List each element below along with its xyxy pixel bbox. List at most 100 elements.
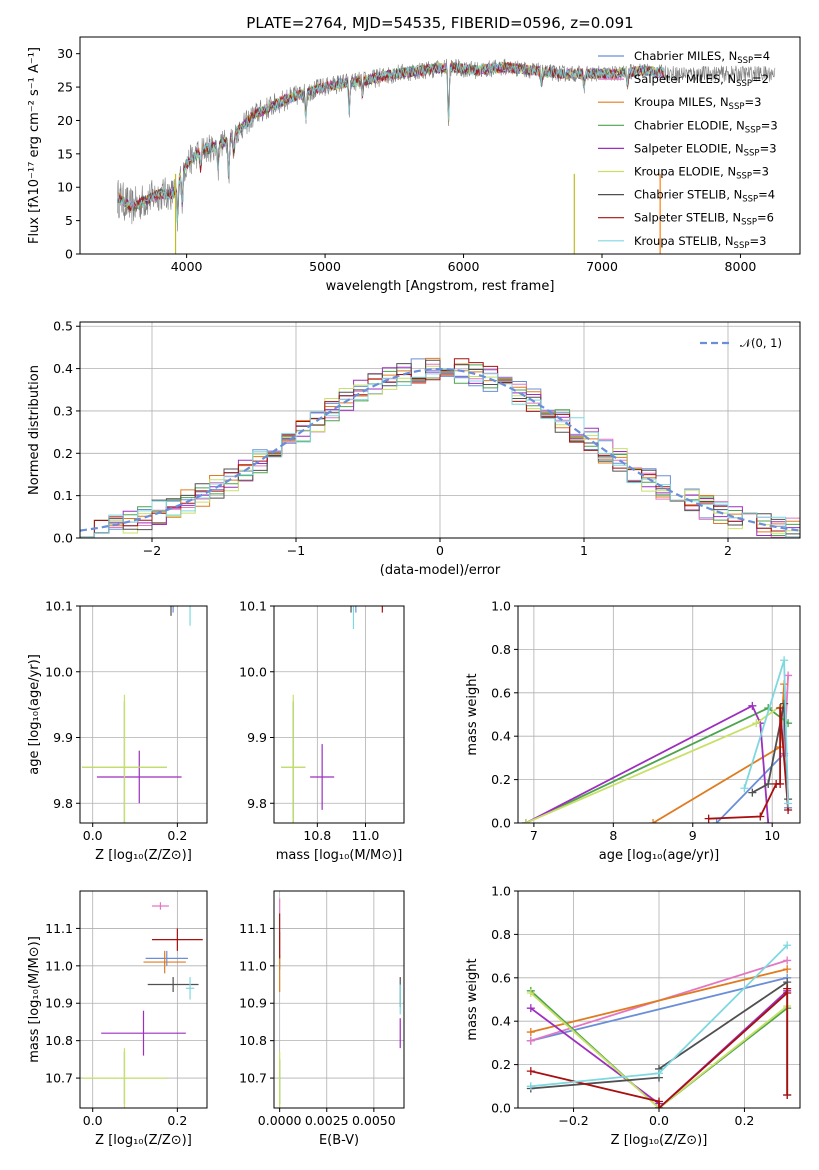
y-tick-label: 0.1 <box>53 488 73 503</box>
mass-weight-marker-1 <box>526 1036 535 1045</box>
mass-weight-marker-2 <box>783 965 792 974</box>
y-tick-label: 10.8 <box>239 1033 267 1048</box>
x-tick-label: 0 <box>436 543 444 558</box>
y-tick-label: 10.1 <box>239 599 267 614</box>
y-axis-label: mass [log₁₀(M/M⊙)] <box>27 936 42 1063</box>
figure-title: PLATE=2764, MJD=54535, FIBERID=0596, z=0… <box>246 14 633 32</box>
y-tick-label: 0.3 <box>53 403 73 418</box>
y-tick-label: 15 <box>57 146 73 161</box>
y-tick-label: 9.8 <box>247 796 267 811</box>
mass-weight-marker-4 <box>526 1004 535 1013</box>
mass-weight-marker-7 <box>526 1067 535 1076</box>
x-tick-label: 9 <box>689 828 697 843</box>
x-tick-label: 10 <box>764 828 780 843</box>
y-tick-label: 11.1 <box>239 921 267 936</box>
chart-mass_vs_Z: 0.0 0.2 10.7 10.8 10.9 11.0 11.1 Z [log₁₀(Z/Z⊙)… <box>27 890 208 1148</box>
axes-frame <box>517 605 801 824</box>
x-tick-label: 7000 <box>586 259 618 274</box>
x-tick-label: 4000 <box>171 259 203 274</box>
mass-weight-marker-7 <box>756 812 765 821</box>
x-tick-label: 11.0 <box>352 828 380 843</box>
x-tick-label: 0.0 <box>83 1113 103 1128</box>
x-axis-label: (data-model)/error <box>380 563 501 578</box>
legend-label-8: Kroupa STELIB, NSSP=3 <box>634 234 766 251</box>
y-tick-label: 11.1 <box>45 921 73 936</box>
x-tick-label: 6000 <box>448 259 480 274</box>
mass-weight-marker-6 <box>764 779 773 788</box>
x-axis-label: Z [log₁₀(Z/Z⊙)] <box>95 1133 192 1148</box>
mass-weight-marker-7 <box>655 1104 663 1108</box>
y-tick-label: 30 <box>57 46 73 61</box>
model-spectrum-0 <box>117 61 665 220</box>
mass-weight-marker-2 <box>526 1028 535 1037</box>
x-axis-label: Z [log₁₀(Z/Z⊙)] <box>95 848 192 863</box>
chart-mass_weight_vs_Z: −0.2 0.0 0.2 0.0 0.2 0.4 0.6 0.8 1.0 Z [log₁₀(Z/Z… <box>465 884 801 1148</box>
model-spectrum-3 <box>117 61 665 223</box>
x-axis-label: mass [log₁₀(M/M⊙)] <box>276 848 403 863</box>
legend-label-6: Chabrier STELIB, NSSP=4 <box>634 188 775 205</box>
plot-area <box>82 902 203 1108</box>
mass-weight-marker-8 <box>526 1082 535 1091</box>
mass-weight-marker-8 <box>784 799 793 808</box>
y-tick-label: 0.6 <box>491 970 511 985</box>
x-axis-label: age [log₁₀(age/yr)] <box>599 848 720 863</box>
mass-weight-marker-6 <box>748 788 757 797</box>
legend-label-1: Salpeter MILES, NSSP=2 <box>634 72 769 89</box>
mass-weight-marker-7 <box>783 984 792 993</box>
y-axis-label: age [log₁₀(age/yr)] <box>27 654 42 775</box>
mass-weight-marker-7 <box>704 814 713 823</box>
x-tick-label: 0.0050 <box>352 1113 396 1128</box>
x-tick-label: 7 <box>530 828 538 843</box>
mass-weight-marker-8 <box>740 784 749 793</box>
legend: Chabrier MILES, NSSP=4 Salpeter MILES, NS… <box>598 49 778 251</box>
model-spectrum-5 <box>117 61 665 221</box>
mass-weight-marker-4 <box>748 701 757 710</box>
y-tick-label: 10.0 <box>45 664 73 679</box>
mass-weight-line-7 <box>530 988 789 1108</box>
x-axis-label: E(B-V) <box>319 1133 359 1148</box>
mass-weight-marker-2 <box>649 819 658 823</box>
gaussian-curve <box>80 367 800 532</box>
mass-weight-line-2 <box>530 968 788 1033</box>
chart-residuals: −2 −1 0 1 2 0.0 0.1 0.2 0.3 0.4 0.5 (data-model)/er… <box>27 319 801 578</box>
mass-weight-marker-5 <box>521 819 530 823</box>
legend-label-gaussian: 𝒩(0, 1) <box>740 336 782 350</box>
y-axis-label: Normed distribution <box>27 365 42 495</box>
y-tick-label: 1.0 <box>491 884 511 899</box>
y-tick-label: 0.4 <box>53 361 73 376</box>
x-tick-label: 10.8 <box>303 828 331 843</box>
mass-weight-marker-1 <box>783 956 792 965</box>
y-tick-label: 0.4 <box>491 729 511 744</box>
chart-spectrum: 4000 5000 6000 7000 8000 0 5 10 15 20 25 30 waveleng… <box>27 36 801 294</box>
x-tick-label: 0.0000 <box>258 1113 302 1128</box>
x-tick-label: −2 <box>143 543 161 558</box>
y-tick-label: 9.9 <box>53 730 73 745</box>
y-tick-label: 10.9 <box>239 996 267 1011</box>
y-tick-label: 10.7 <box>239 1071 267 1086</box>
chart-mass_weight_vs_age: 7 8 9 10 0.0 0.2 0.4 0.6 0.8 1.0 age [log₁₀(age/yr… <box>465 599 801 863</box>
model-spectrum-1 <box>117 62 665 214</box>
mass-weight-marker-7 <box>776 779 785 788</box>
plot-area <box>80 357 800 538</box>
y-axis-label: mass weight <box>465 958 480 1040</box>
chart-age_vs_mass: 10.8 11.0 9.8 9.9 10.0 10.1 mass [log₁₀(M/M⊙)] <box>239 599 405 863</box>
y-tick-label: 0.4 <box>491 1014 511 1029</box>
x-tick-label: 0.0 <box>83 828 103 843</box>
legend-label-5: Kroupa ELODIE, NSSP=3 <box>634 165 769 182</box>
y-tick-label: 10 <box>57 180 73 195</box>
x-tick-label: −1 <box>287 543 305 558</box>
legend-label-3: Chabrier ELODIE, NSSP=3 <box>634 118 778 135</box>
mass-weight-marker-7 <box>783 1090 792 1099</box>
model-spectrum-6 <box>117 61 665 215</box>
model-spectrum-7 <box>117 61 665 219</box>
y-tick-label: 20 <box>57 113 73 128</box>
x-tick-label: −0.2 <box>558 1113 588 1128</box>
chart-age_vs_Z: 0.0 0.2 9.8 9.9 10.0 10.1 Z [log₁₀(Z/Z⊙)] age [… <box>27 599 208 863</box>
mass-weight-marker-7 <box>776 703 785 712</box>
x-tick-label: 2 <box>724 543 732 558</box>
model-spectrum-8 <box>117 61 665 223</box>
x-tick-label: 8 <box>609 828 617 843</box>
legend: 𝒩(0, 1) <box>700 336 782 350</box>
plot-area <box>281 606 383 823</box>
